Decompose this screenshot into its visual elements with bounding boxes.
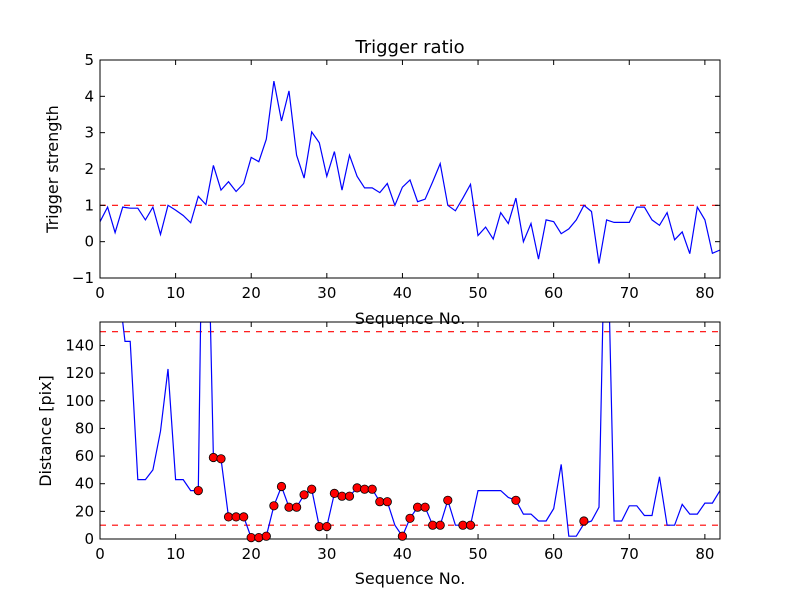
detection-marker [511,495,521,505]
top-x-tick-label: 0 [95,284,105,302]
detection-marker [208,452,218,463]
top-y-axis-label: Trigger strength [43,105,62,234]
detection-marker [193,485,203,496]
top-y-tick-label: 0 [84,233,94,251]
top-y-tick-label: −1 [72,269,94,287]
top-y-tick-label: 2 [84,160,94,178]
detection-marker [261,531,271,541]
detection-marker [322,521,332,532]
detection-marker [359,484,370,494]
detection-marker [246,532,256,543]
bottom-x-tick-label: 50 [469,545,488,563]
bottom-x-tick-label: 10 [166,545,185,563]
bottom-y-tick-label: 140 [65,336,94,354]
detection-marker [397,531,407,541]
bottom-x-tick-label: 30 [317,545,336,563]
bottom-subplot: 0 10 20 30 40 50 60 70 80 0 20 40 60 80 100 120 140 Sequ… [36,321,721,588]
detection-marker [382,497,392,507]
bottom-y-tick-label: 120 [65,364,94,382]
top-x-tick-label: 30 [317,284,336,302]
detection-marker [239,512,249,522]
top-x-tick-label: 20 [242,284,261,302]
top-series-line [100,80,720,264]
top-x-axis-label: Sequence No. [355,309,466,328]
bottom-y-axis-label: Distance [pix] [36,375,55,487]
detection-marker [284,502,294,512]
bottom-x-tick-label: 20 [242,545,261,563]
detection-marker [435,520,445,530]
detection-marker [579,516,589,526]
top-y-tick-label: 1 [84,196,94,214]
top-chart-title: Trigger ratio [354,37,464,58]
bottom-y-tick-label: 100 [65,392,94,410]
top-x-tick-label: 80 [695,284,714,302]
bottom-x-tick-label: 60 [544,545,563,563]
detection-marker [367,484,377,494]
detection-marker [443,495,453,505]
bottom-x-tick-label: 70 [620,545,639,563]
top-y-tick-label: 5 [84,51,94,69]
top-y-tick-label: 4 [84,87,94,105]
detection-marker [254,532,264,543]
detection-marker [458,520,468,530]
bottom-x-tick-label: 40 [393,545,412,563]
detection-marker [223,512,234,522]
bottom-y-tick-label: 80 [75,419,94,437]
top-x-tick-label: 10 [166,284,185,302]
bottom-y-tick-label: 20 [75,502,94,520]
detection-marker [329,488,339,498]
bottom-y-tick-label: 0 [84,530,94,548]
detection-marker [299,490,309,500]
top-x-tick-label: 40 [393,284,412,302]
top-subplot: Trigger ratio 0 10 20 30 40 50 60 70 80−1012345 … [43,37,721,328]
bottom-x-tick-label: 0 [95,545,105,563]
detection-marker [352,483,362,493]
top-y-tick-label: 3 [84,124,94,142]
bottom-x-axis-label: Sequence No. [355,569,466,588]
detection-marker [405,513,415,523]
detection-marker [231,512,241,522]
detection-marker [307,484,317,494]
bottom-y-tick-label: 60 [75,447,94,465]
detection-marker [465,520,476,530]
detection-marker [216,454,226,464]
detection-marker [291,502,302,512]
bottom-y-tick-label: 40 [75,475,94,493]
bottom-x-tick-label: 80 [695,545,714,563]
detection-marker [276,481,287,492]
bottom-plot-frame [99,321,721,540]
top-x-tick-label: 60 [544,284,563,302]
detection-marker [269,501,279,511]
top-x-tick-label: 50 [469,284,488,302]
detection-marker [420,502,430,512]
top-x-tick-label: 70 [620,284,639,302]
detection-marker [344,491,355,501]
